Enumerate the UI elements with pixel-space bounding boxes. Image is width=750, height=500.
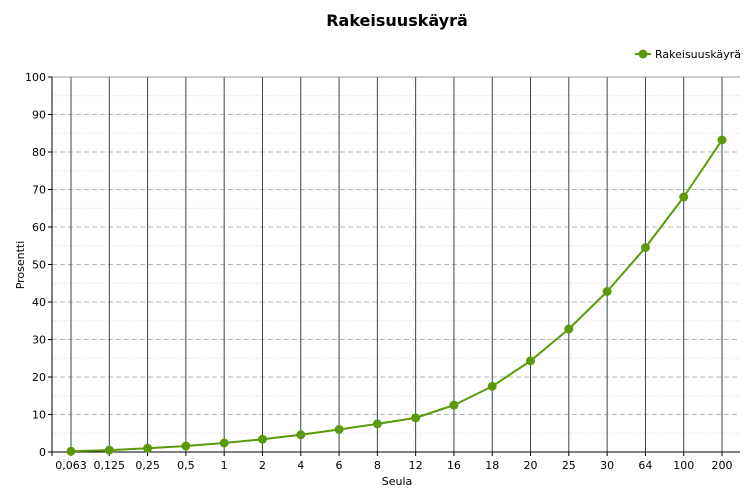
horizontal-gridlines xyxy=(52,95,740,434)
vertical-gridlines xyxy=(70,77,723,452)
data-point xyxy=(257,434,267,444)
data-point xyxy=(143,443,153,453)
series-line xyxy=(70,139,723,453)
data-point xyxy=(487,381,497,391)
data-point xyxy=(602,287,612,296)
legend-label: Rakeisuuskäyrä xyxy=(655,48,741,61)
y-tick-labels: 0 10 20 30 40 50 60 70 80 90 100 xyxy=(25,71,46,459)
x-tick-label: 6 xyxy=(336,459,343,472)
y-tick-label: 90 xyxy=(32,109,46,122)
data-point xyxy=(66,446,76,456)
x-tick-label: 16 xyxy=(447,459,461,472)
y-axis-label: Prosentti xyxy=(14,241,27,290)
x-tick-label: 12 xyxy=(409,459,423,472)
y-tick-label: 60 xyxy=(32,221,46,234)
chart-title: Rakeisuuskäyrä xyxy=(326,11,468,30)
y-tick-label: 0 xyxy=(39,446,46,459)
data-point xyxy=(334,425,344,434)
data-point xyxy=(564,324,574,334)
x-tick-label: 30 xyxy=(600,459,614,472)
x-tick-label: 0,5 xyxy=(177,459,195,472)
data-point xyxy=(640,243,650,253)
legend: Rakeisuuskäyrä xyxy=(635,48,741,61)
data-point xyxy=(526,356,536,366)
axes xyxy=(48,76,740,456)
x-tick-label: 20 xyxy=(524,459,538,472)
x-tick-label: 2 xyxy=(259,459,266,472)
x-tick-label: 64 xyxy=(638,459,652,472)
y-tick-label: 40 xyxy=(32,296,46,309)
y-tick-label: 10 xyxy=(32,409,46,422)
x-tick-label: 18 xyxy=(485,459,499,472)
x-tick-label: 8 xyxy=(374,459,381,472)
x-tick-label: 4 xyxy=(297,459,304,472)
x-tick-label: 25 xyxy=(562,459,576,472)
series-layer xyxy=(66,135,727,456)
x-tick-label: 100 xyxy=(673,459,694,472)
data-point xyxy=(219,438,229,448)
data-point xyxy=(411,413,421,423)
x-tick-labels: 0,063 0,125 0,25 0,5 1 2 4 6 8 12 16 18 20 25 30 64 100 2… xyxy=(55,459,732,472)
y-tick-label: 50 xyxy=(32,259,46,272)
y-tick-label: 70 xyxy=(32,184,46,197)
x-tick-label: 0,125 xyxy=(94,459,126,472)
data-point xyxy=(296,430,306,440)
y-tick-label: 20 xyxy=(32,371,46,384)
data-point xyxy=(372,419,382,429)
legend-marker xyxy=(638,49,648,59)
y-tick-label: 100 xyxy=(25,71,46,84)
data-point xyxy=(679,192,689,202)
data-point xyxy=(449,400,459,410)
y-tick-label: 80 xyxy=(32,146,46,159)
data-point xyxy=(181,441,191,451)
x-tick-label: 0,25 xyxy=(135,459,160,472)
x-axis-label: Seula xyxy=(382,475,413,488)
x-tick-label: 1 xyxy=(221,459,228,472)
x-tick-label: 0,063 xyxy=(55,459,87,472)
y-tick-label: 30 xyxy=(32,334,46,347)
x-tick-label: 200 xyxy=(712,459,733,472)
data-point xyxy=(717,135,727,145)
data-point xyxy=(104,445,114,455)
